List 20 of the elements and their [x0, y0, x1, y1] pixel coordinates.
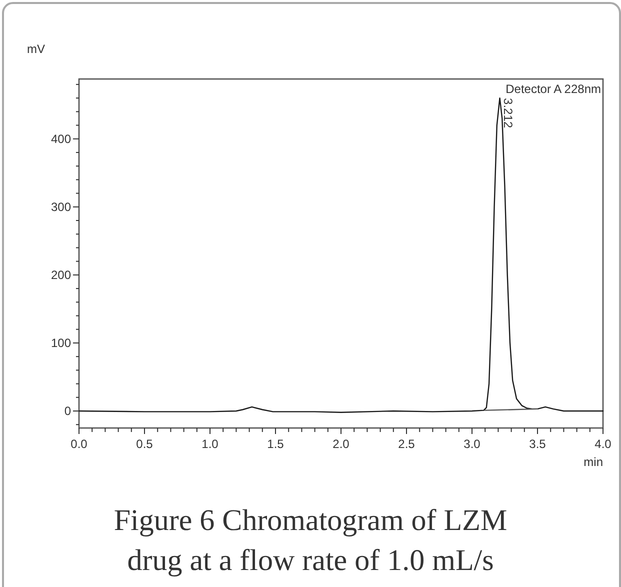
x-tick-label: 2.5: [398, 437, 416, 451]
x-tick-label: 3.5: [529, 437, 546, 451]
annotation: Detector A 228nm: [506, 82, 602, 96]
text: Figure 6 Chromatogram of LZM drug at a flow rate of 1.0 mL/s: [114, 504, 508, 577]
y-tick-label: 300: [50, 200, 72, 214]
y-tick-label: 0: [64, 404, 72, 418]
y-tick-label: 100: [50, 336, 72, 350]
x-tick-label: 0.5: [136, 437, 154, 451]
x-tick-label: 3.0: [464, 437, 481, 451]
annotation: 3.212: [500, 98, 515, 128]
line-series: [78, 97, 604, 413]
x-tick-label: 1.5: [267, 437, 284, 451]
y-axis-title: mV: [27, 42, 45, 56]
x-tick-label: 1.0: [202, 437, 219, 451]
x-tick-label: 0.0: [70, 437, 88, 451]
y-tick-label: 400: [50, 132, 72, 146]
y-tick-label: 200: [50, 268, 72, 282]
x-axis-title: min: [584, 455, 603, 469]
x-tick-label: 4.0: [594, 437, 612, 451]
x-tick-label: 2.0: [332, 437, 350, 451]
